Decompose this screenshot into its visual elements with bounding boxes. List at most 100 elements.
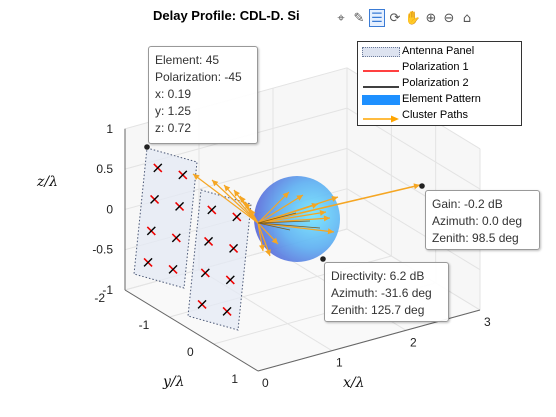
cluster-path-arrowhead (193, 174, 200, 180)
datatip-line: Directivity: 6.2 dB (331, 269, 425, 283)
legend-entry: Antenna Panel (358, 44, 521, 60)
zoom-out-icon[interactable]: ⊖ (443, 10, 455, 26)
polarization-2-element (146, 226, 156, 236)
polarization-2-element (171, 233, 181, 243)
polarization-2-element (225, 275, 235, 285)
datatip-icon[interactable]: ⌖ (337, 10, 345, 26)
datatip-line: x: 0.19 (155, 87, 192, 101)
legend-entry: Polarization 1 (358, 60, 521, 76)
legend-symbol-line (362, 79, 400, 89)
legend-symbol-patch (362, 95, 400, 105)
polarization-2-element (143, 257, 153, 267)
cluster-path-arrowhead (224, 185, 231, 192)
cluster-path (257, 194, 304, 224)
axes-toolbar: ⌖ ✎ ☰ ⟳ ✋ ⊕ ⊖ ⌂ (333, 8, 475, 28)
legend-entry: Polarization 2 (358, 76, 521, 92)
cluster-path (211, 179, 259, 224)
cluster-path (257, 184, 421, 224)
polarization-2-element (229, 243, 239, 253)
cluster-path-arrowhead (271, 237, 278, 244)
y-tick-label: -2 (94, 291, 105, 305)
cluster-path-shadow (257, 222, 321, 229)
brush-icon[interactable]: ✎ (353, 10, 365, 26)
z-tick-label: -0.5 (92, 243, 113, 257)
datatip-line: Azimuth: 0.0 deg (432, 214, 523, 228)
z-tick-label: 1 (106, 122, 113, 136)
polarization-2-element (232, 212, 242, 222)
y-tick-label: -1 (139, 318, 150, 332)
datatip-gain[interactable]: Gain: -0.2 dB Azimuth: 0.0 deg Zenith: 98.… (425, 190, 540, 250)
y-axis-label: y/λ (162, 374, 185, 390)
title-container: Delay Profile: CDL-D. Si (153, 6, 333, 28)
cluster-path-arrowhead (265, 249, 271, 256)
grid-line (346, 188, 481, 271)
cluster-path (257, 191, 290, 224)
datatip-marker-gain (419, 183, 425, 189)
cluster-path-arrowhead (413, 183, 420, 190)
datatip-line: Zenith: 98.5 deg (432, 231, 519, 245)
x-axis-label: x/λ (343, 375, 365, 391)
data-cursor-icon[interactable]: ☰ (369, 9, 385, 27)
cluster-path-arrowhead (250, 209, 256, 216)
legend-label: Element Pattern (402, 93, 481, 105)
polarization-2-element (178, 170, 188, 180)
polarization-2-element (222, 306, 232, 316)
zoom-in-icon[interactable]: ⊕ (425, 10, 437, 26)
datatip-line: y: 1.25 (155, 104, 192, 118)
polarization-2-element (207, 205, 217, 215)
cluster-path (192, 173, 259, 224)
cluster-path (257, 217, 331, 224)
datatip-line: Gain: -0.2 dB (432, 197, 503, 211)
cluster-path (223, 184, 259, 224)
legend-label: Cluster Paths (402, 109, 469, 121)
legend-entry: Element Pattern (358, 92, 521, 108)
polarization-2-element (175, 201, 185, 211)
z-tick-label: 0 (106, 202, 113, 216)
cluster-path-arrowhead (319, 210, 326, 216)
datatip-marker-directivity (320, 256, 326, 262)
cluster-path-arrowhead (282, 192, 289, 199)
antenna-panel (187, 189, 252, 331)
datatip-line: Azimuth: -31.6 deg (331, 286, 432, 300)
cluster-path-shadow (257, 220, 311, 224)
legend-label: Polarization 2 (402, 77, 469, 89)
polarization-2-element (197, 299, 207, 309)
cluster-path-shadow (257, 222, 291, 231)
polarization-2-element (200, 268, 210, 278)
legend-label: Polarization 1 (402, 61, 469, 73)
y-tick-label: 0 (187, 345, 194, 359)
datatip-line: Zenith: 125.7 deg (331, 303, 425, 317)
polarization-2-element (150, 194, 160, 204)
z-tick-label: -1 (102, 283, 113, 297)
y-tick-label: 1 (231, 372, 238, 386)
legend-label: Antenna Panel (402, 45, 475, 57)
cluster-path-arrowhead (240, 196, 246, 203)
x-tick-label: 3 (484, 315, 491, 329)
pan-icon[interactable]: ✋ (404, 10, 422, 26)
datatip-line: z: 0.72 (155, 121, 192, 135)
cluster-path-arrowhead (323, 215, 330, 222)
polarization-2-element (153, 163, 163, 173)
rotate-icon[interactable]: ⟳ (389, 10, 401, 26)
cluster-path-arrowhead (212, 180, 219, 187)
home-icon[interactable]: ⌂ (462, 10, 472, 26)
cluster-path (257, 211, 327, 224)
datatip-directivity[interactable]: Directivity: 6.2 dB Azimuth: -31.6 deg Zen… (324, 262, 449, 322)
polarization-2-element (168, 264, 178, 274)
z-tick-label: 0.5 (96, 162, 113, 176)
cluster-path-arrowhead (234, 190, 240, 197)
x-tick-label: 0 (262, 376, 269, 390)
datatip-line: Polarization: -45 (155, 70, 242, 84)
cluster-path-arrowhead (331, 196, 338, 202)
cluster-path-arrowhead (259, 244, 265, 251)
legend[interactable]: Antenna Panel Polarization 1 Polarization … (357, 41, 522, 126)
legend-entry: Cluster Paths (358, 108, 521, 124)
cluster-path-arrowhead (296, 195, 303, 201)
datatip-marker-element (144, 144, 150, 150)
datatip-element[interactable]: Element: 45 Polarization: -45 x: 0.19 y: 1.… (148, 46, 258, 144)
legend-symbol-arrow (362, 111, 400, 123)
cluster-path (257, 222, 335, 233)
antenna-panel (133, 147, 198, 289)
cluster-path (257, 196, 339, 224)
